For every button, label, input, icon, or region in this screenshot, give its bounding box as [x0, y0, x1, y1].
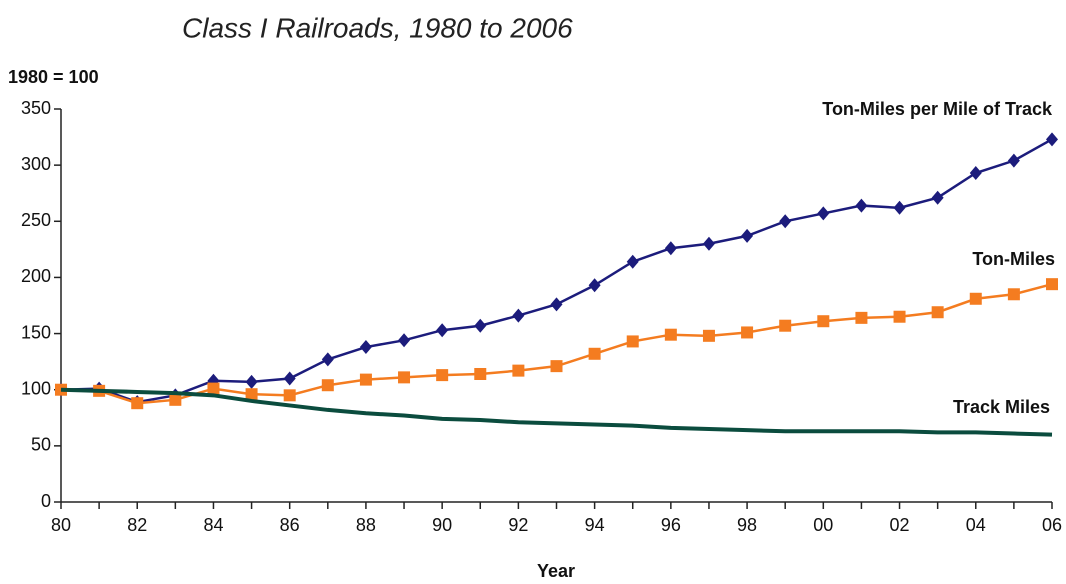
point-marker [741, 228, 754, 243]
point-marker [969, 166, 982, 181]
x-tick-label: 96 [661, 515, 681, 535]
point-marker [664, 328, 677, 341]
point-marker [893, 310, 906, 323]
series-label: Ton-Miles per Mile of Track [822, 99, 1053, 119]
point-marker [702, 236, 715, 251]
point-marker [550, 297, 563, 312]
x-tick-label: 06 [1042, 515, 1062, 535]
x-tick-label: 04 [966, 515, 986, 535]
x-tick-label: 98 [737, 515, 757, 535]
x-tick-label: 02 [890, 515, 910, 535]
point-marker [1046, 278, 1058, 291]
point-marker [1046, 132, 1058, 147]
point-marker [436, 323, 449, 338]
point-marker [817, 315, 830, 328]
point-marker [321, 379, 334, 392]
point-marker [779, 214, 792, 229]
x-tick-label: 90 [432, 515, 452, 535]
point-marker [969, 292, 982, 305]
x-tick-label: 80 [51, 515, 71, 535]
point-marker [474, 318, 487, 333]
point-marker [169, 393, 182, 406]
point-marker [283, 389, 296, 402]
point-marker [207, 382, 220, 395]
x-axis-label: Year [537, 561, 575, 581]
x-tick-label: 92 [508, 515, 528, 535]
point-marker [588, 278, 601, 293]
point-marker [359, 373, 372, 386]
point-marker [1007, 153, 1020, 168]
point-marker [359, 340, 372, 355]
point-marker [245, 388, 258, 401]
point-marker [855, 198, 868, 213]
x-tick-label: 00 [813, 515, 833, 535]
y-tick-label: 100 [21, 378, 51, 398]
y-tick-label: 300 [21, 154, 51, 174]
point-marker [817, 206, 830, 221]
point-marker [626, 254, 639, 269]
y-axis-label: 1980 = 100 [8, 67, 99, 87]
x-tick-label: 82 [127, 515, 147, 535]
point-marker [283, 371, 296, 386]
point-marker [1007, 288, 1020, 301]
point-marker [398, 333, 411, 348]
y-tick-label: 50 [31, 435, 51, 455]
point-marker [626, 335, 639, 348]
point-marker [245, 374, 258, 389]
series-label: Ton-Miles [972, 249, 1055, 269]
point-marker [398, 371, 411, 384]
point-marker [931, 306, 944, 319]
y-tick-label: 150 [21, 322, 51, 342]
point-marker [931, 190, 944, 205]
chart-title: Class I Railroads, 1980 to 2006 [182, 12, 573, 43]
point-marker [321, 352, 334, 367]
y-tick-label: 350 [21, 98, 51, 118]
x-tick-label: 88 [356, 515, 376, 535]
x-tick-label: 84 [203, 515, 223, 535]
x-tick-label: 94 [585, 515, 605, 535]
point-marker [474, 367, 487, 380]
point-marker [588, 347, 601, 360]
point-marker [664, 241, 677, 256]
point-marker [512, 308, 525, 323]
point-marker [512, 364, 525, 377]
x-tick-label: 86 [280, 515, 300, 535]
point-marker [741, 326, 754, 339]
y-tick-label: 250 [21, 210, 51, 230]
y-tick-label: 0 [41, 491, 51, 511]
point-marker [702, 329, 715, 342]
point-marker [855, 311, 868, 324]
point-marker [131, 397, 144, 410]
point-marker [436, 369, 449, 382]
point-marker [550, 360, 563, 373]
series-label: Track Miles [953, 397, 1050, 417]
y-tick-label: 200 [21, 266, 51, 286]
series-line [60, 387, 1053, 437]
point-marker [893, 200, 906, 215]
point-marker [779, 319, 792, 332]
